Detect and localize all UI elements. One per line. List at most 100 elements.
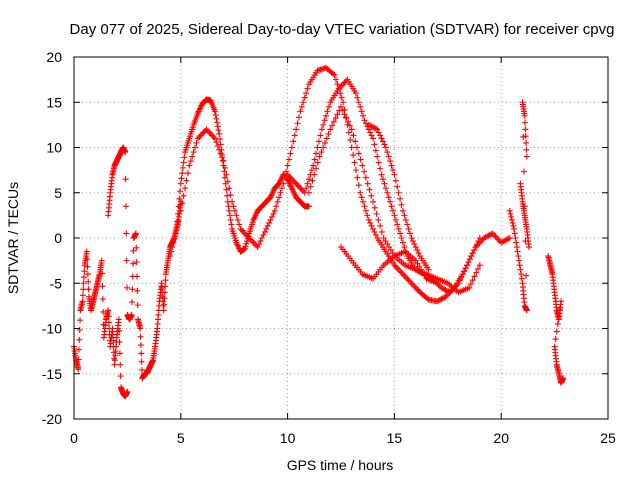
data-point <box>212 112 219 119</box>
data-point <box>307 183 314 190</box>
data-point <box>382 185 389 192</box>
data-point <box>316 153 323 160</box>
data-point <box>288 144 295 151</box>
data-point <box>99 283 106 290</box>
data-point <box>211 135 218 142</box>
data-point <box>391 171 398 178</box>
data-point <box>277 189 284 196</box>
data-point <box>370 135 377 142</box>
data-point <box>162 277 169 284</box>
data-point <box>122 149 129 156</box>
data-point <box>405 225 412 232</box>
data-point <box>263 225 270 232</box>
data-point <box>330 70 337 77</box>
data-point <box>421 272 428 279</box>
data-point <box>375 159 382 166</box>
data-point <box>366 186 373 193</box>
data-point <box>354 174 361 181</box>
data-point <box>300 99 307 106</box>
data-point <box>372 231 379 238</box>
x-tick-labels: 0 5 10 15 20 25 <box>70 430 616 446</box>
data-point <box>134 273 141 280</box>
data-point <box>374 153 381 160</box>
data-point <box>347 136 354 143</box>
data-point <box>386 244 393 251</box>
data-point <box>75 366 82 373</box>
data-point <box>325 130 332 137</box>
data-point <box>321 117 328 124</box>
data-point <box>523 153 530 160</box>
chart-title: Day 077 of 2025, Sidereal Day-to-day VTE… <box>70 21 615 38</box>
y-tick-label: 10 <box>46 140 62 156</box>
data-point <box>233 212 240 219</box>
data-point <box>330 118 337 125</box>
data-point <box>226 212 233 219</box>
data-point <box>378 171 385 178</box>
data-point <box>257 238 264 245</box>
data-point <box>392 177 399 184</box>
data-point <box>362 207 369 214</box>
data-point <box>334 81 341 88</box>
data-point <box>109 325 116 332</box>
series-satellite-arc-E <box>284 76 513 296</box>
data-point <box>324 108 331 115</box>
data-point <box>271 207 278 214</box>
data-point <box>508 213 515 220</box>
data-point <box>186 162 193 169</box>
data-point <box>508 216 515 223</box>
data-point <box>180 159 187 166</box>
data-point <box>378 228 385 235</box>
data-point <box>371 204 378 211</box>
x-tick-label: 15 <box>387 430 403 446</box>
data-point <box>260 231 267 238</box>
data-point <box>314 144 321 151</box>
y-tick-label: 15 <box>46 94 62 110</box>
data-point <box>465 259 472 266</box>
data-point <box>99 270 106 277</box>
data-point <box>281 174 288 181</box>
data-point <box>179 170 186 177</box>
data-point <box>187 158 194 165</box>
data-point <box>473 269 480 276</box>
data-point <box>384 149 391 156</box>
data-point <box>371 228 378 235</box>
x-tick-label: 0 <box>70 430 78 446</box>
data-point <box>236 221 243 228</box>
data-point <box>377 165 384 172</box>
y-tick-label: 20 <box>46 49 62 65</box>
data-point <box>124 284 131 291</box>
data-point <box>516 262 523 269</box>
data-point <box>84 263 91 270</box>
data-point <box>224 192 231 199</box>
data-point <box>130 260 137 267</box>
data-point <box>124 388 131 395</box>
data-point <box>380 235 387 241</box>
data-point <box>371 141 378 148</box>
data-point <box>123 230 130 237</box>
data-point <box>523 307 530 314</box>
data-point <box>220 158 227 165</box>
data-point <box>176 195 183 202</box>
data-point <box>364 180 371 187</box>
data-point <box>138 350 145 357</box>
data-point <box>320 144 327 151</box>
data-point <box>242 243 249 250</box>
data-point <box>505 235 512 242</box>
data-point <box>389 207 396 214</box>
data-point <box>461 268 468 275</box>
data-point <box>192 144 199 151</box>
data-point <box>294 120 301 127</box>
data-point <box>331 72 338 79</box>
data-point <box>385 153 392 160</box>
data-point <box>175 203 182 210</box>
data-point <box>351 159 358 166</box>
data-point <box>507 210 514 217</box>
data-point <box>215 127 222 134</box>
data-point <box>280 180 287 187</box>
data-point <box>256 241 263 248</box>
data-point <box>266 219 273 226</box>
data-point <box>402 216 409 223</box>
data-point <box>434 280 441 287</box>
data-point <box>243 240 250 247</box>
data-point <box>394 221 401 228</box>
